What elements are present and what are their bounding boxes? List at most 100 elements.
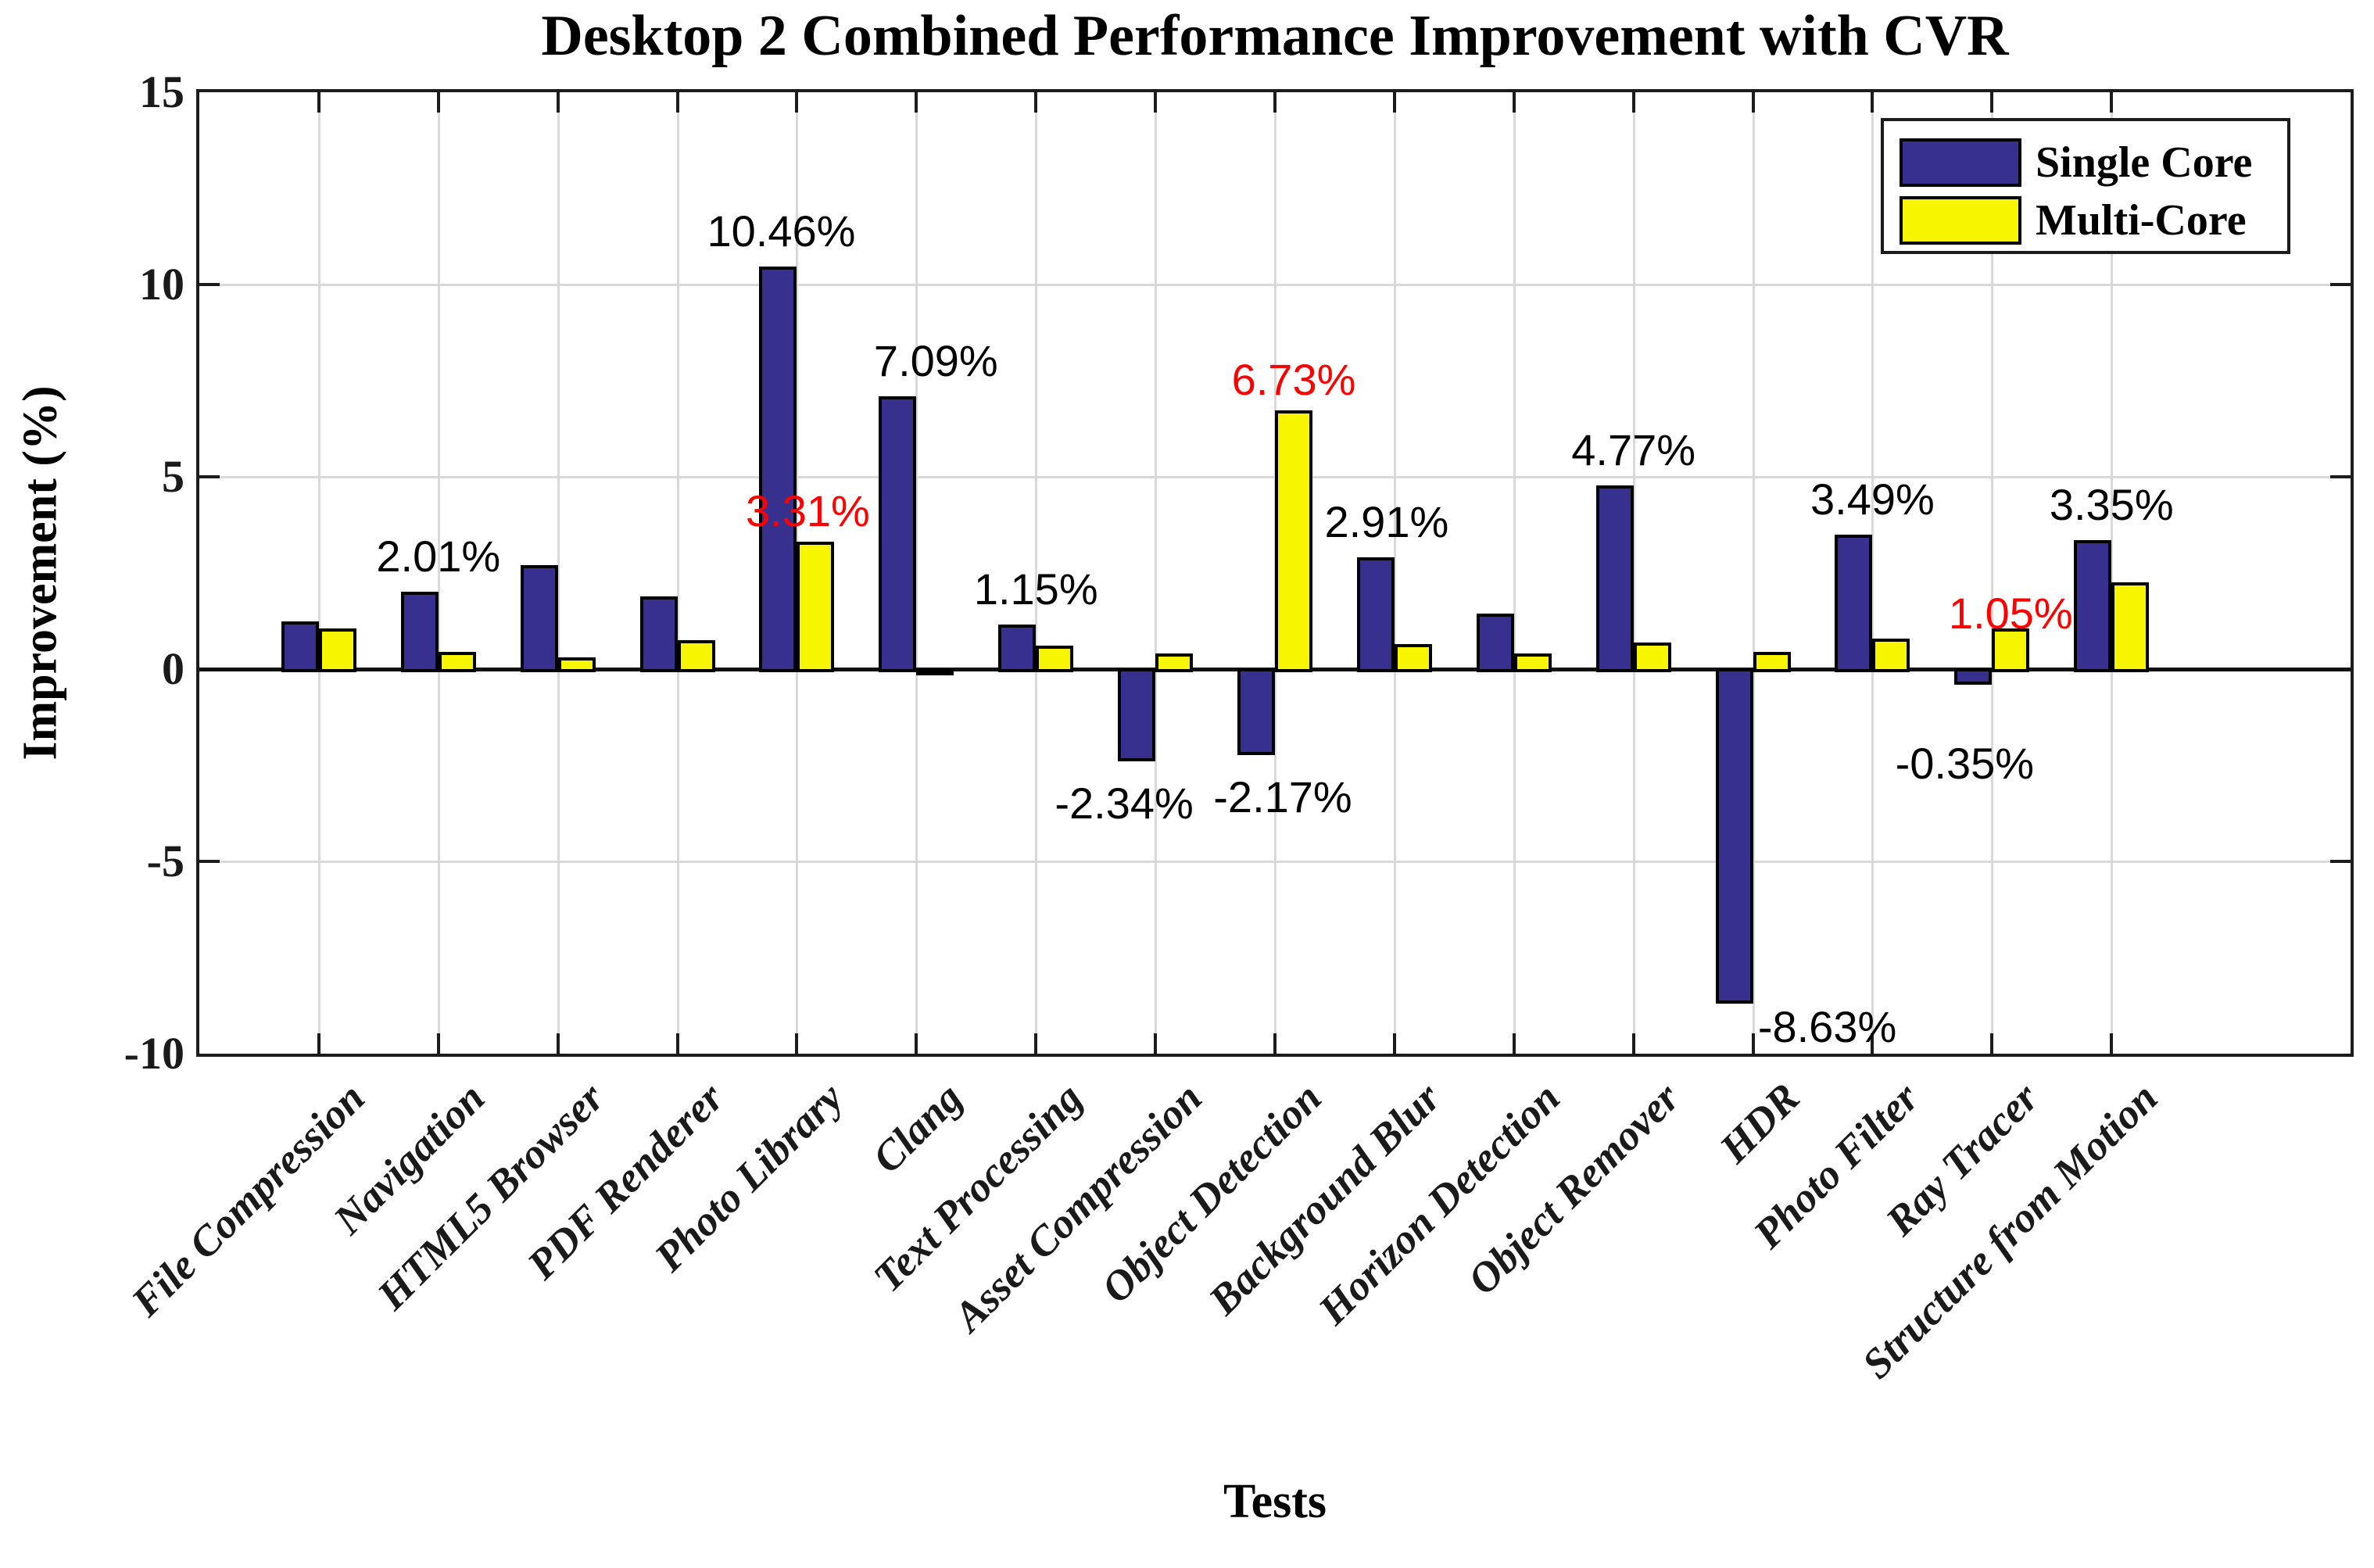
v-gridline — [1991, 92, 1994, 1054]
legend-item-single-core: Single Core — [1900, 138, 2252, 187]
x-tick-bottom — [317, 1033, 320, 1054]
bar-single-6 — [998, 625, 1037, 672]
v-gridline — [1632, 92, 1635, 1054]
v-gridline — [1871, 92, 1874, 1054]
x-tick-bottom — [1392, 1033, 1396, 1054]
y-tick-right — [2330, 475, 2351, 478]
bar-single-4 — [759, 267, 797, 672]
x-category-label: File Compression — [122, 1074, 374, 1326]
chart-title: Desktop 2 Combined Performance Improveme… — [541, 4, 2009, 68]
x-tick-top — [1631, 92, 1635, 113]
v-gridline — [676, 92, 679, 1054]
bar-multi-7 — [1155, 653, 1194, 672]
bar-multi-10 — [1513, 653, 1552, 672]
y-tick-left — [199, 475, 220, 478]
y-tick-label: 10 — [139, 259, 184, 310]
x-tick-bottom — [675, 1033, 679, 1054]
y-tick-label: 15 — [139, 66, 184, 117]
single-core-swatch — [1900, 138, 2021, 187]
y-tick-right — [2330, 283, 2351, 286]
x-tick-top — [1273, 92, 1277, 113]
bar-single-2 — [520, 565, 558, 672]
bar-multi-15 — [2111, 582, 2150, 672]
legend-label-multi-core: Multi-Core — [2036, 196, 2247, 245]
bar-single-10 — [1476, 613, 1514, 672]
x-category-label: Photo Library — [645, 1074, 852, 1281]
x-category-label: Asset Compression — [944, 1074, 1211, 1341]
bar-multi-9 — [1394, 644, 1432, 672]
v-gridline — [1393, 92, 1396, 1054]
y-tick-left — [199, 283, 220, 286]
bar-multi-8 — [1275, 410, 1312, 672]
bar-multi-14 — [1992, 628, 2030, 672]
v-gridline — [317, 92, 320, 1054]
bar-single-11 — [1595, 485, 1634, 672]
multi-core-swatch — [1900, 196, 2021, 245]
x-tick-top — [1154, 92, 1158, 113]
v-gridline — [1513, 92, 1516, 1054]
bar-single-14 — [1954, 668, 1993, 686]
bar-multi-0 — [318, 628, 356, 672]
bar-single-7 — [1118, 668, 1156, 762]
bar-single-15 — [2074, 540, 2112, 672]
x-tick-bottom — [1631, 1033, 1635, 1054]
x-tick-top — [1034, 92, 1038, 113]
x-category-label: Clang — [863, 1074, 972, 1182]
bar-single-3 — [639, 596, 678, 672]
x-tick-bottom — [1990, 1033, 1994, 1054]
x-tick-top — [1392, 92, 1396, 113]
x-tick-top — [1512, 92, 1516, 113]
v-gridline — [1035, 92, 1038, 1054]
x-tick-top — [1990, 92, 1994, 113]
x-tick-bottom — [436, 1033, 440, 1054]
bar-single-8 — [1237, 668, 1275, 755]
bar-single-0 — [281, 621, 319, 672]
x-tick-top — [795, 92, 799, 113]
x-tick-top — [317, 92, 320, 113]
x-tick-bottom — [795, 1033, 799, 1054]
bar-single-12 — [1715, 668, 1753, 1004]
x-category-label: Structure from Motion — [1853, 1074, 2167, 1388]
y-tick-label: -5 — [146, 836, 184, 886]
x-category-label: PDF Renderer — [517, 1074, 732, 1289]
x-tick-bottom — [1034, 1033, 1038, 1054]
x-tick-bottom — [1154, 1033, 1158, 1054]
x-tick-top — [675, 92, 679, 113]
x-tick-top — [556, 92, 560, 113]
y-tick-left — [199, 860, 220, 863]
x-tick-top — [915, 92, 918, 113]
y-tick-right — [2330, 860, 2351, 863]
x-category-label: HTML5 Browser — [368, 1074, 614, 1319]
bar-multi-2 — [557, 657, 596, 672]
bar-multi-6 — [1036, 646, 1074, 672]
y-tick-label: -10 — [124, 1028, 184, 1079]
v-gridline — [2111, 92, 2114, 1054]
x-category-label: Object Detection — [1092, 1074, 1330, 1312]
x-category-label: Background Blur — [1199, 1074, 1450, 1324]
x-tick-top — [1751, 92, 1755, 113]
bar-single-5 — [879, 396, 917, 672]
x-tick-bottom — [1512, 1033, 1516, 1054]
bar-multi-5 — [916, 669, 954, 675]
legend: Single Core Multi-Core — [1881, 118, 2290, 254]
x-category-label: Horizon Detection — [1309, 1074, 1570, 1334]
bar-single-13 — [1835, 535, 1873, 672]
bar-single-9 — [1356, 557, 1395, 672]
x-category-label: Text Processing — [864, 1074, 1091, 1301]
x-tick-bottom — [1871, 1033, 1874, 1054]
x-category-label: Navigation — [324, 1074, 494, 1244]
x-tick-top — [1871, 92, 1874, 113]
x-tick-bottom — [1751, 1033, 1755, 1054]
x-tick-bottom — [1273, 1033, 1277, 1054]
x-category-label: Photo Filter — [1744, 1074, 1928, 1258]
bar-multi-11 — [1633, 642, 1671, 672]
x-category-label: Ray Tracer — [1876, 1074, 2047, 1245]
legend-label-single-core: Single Core — [2036, 138, 2253, 187]
legend-item-multi-core: Multi-Core — [1900, 196, 2247, 245]
bar-multi-12 — [1753, 651, 1791, 672]
bar-multi-3 — [677, 640, 715, 672]
v-gridline — [1155, 92, 1158, 1054]
x-tick-top — [2110, 92, 2114, 113]
y-axis-label: Improvement (%) — [13, 385, 67, 761]
